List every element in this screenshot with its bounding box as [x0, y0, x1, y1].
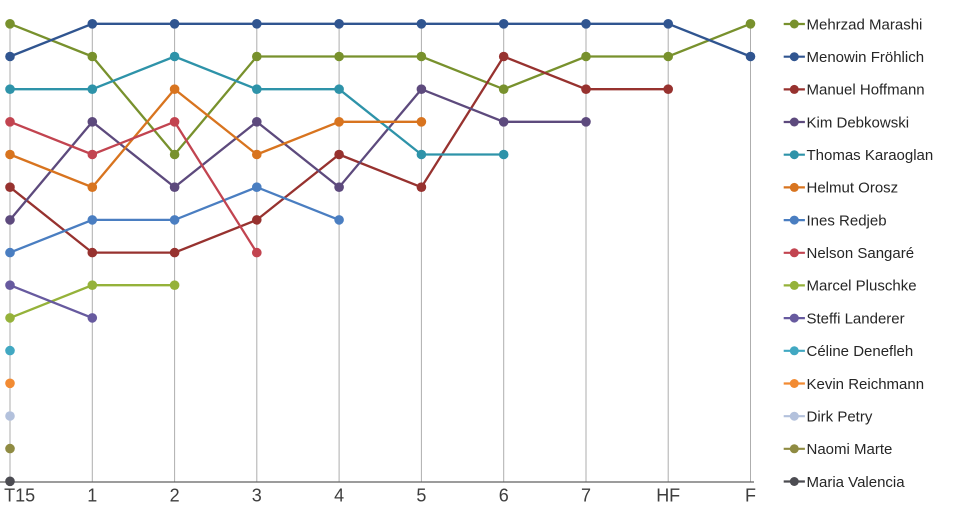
svg-text:HF: HF	[656, 486, 680, 506]
svg-text:1: 1	[87, 486, 97, 506]
svg-text:Mehrzad Marashi: Mehrzad Marashi	[807, 16, 923, 33]
svg-text:3: 3	[252, 486, 262, 506]
svg-text:7: 7	[581, 486, 591, 506]
svg-text:Nelson Sangaré: Nelson Sangaré	[807, 245, 915, 262]
svg-text:T15: T15	[4, 486, 35, 506]
svg-text:Kevin Reichmann: Kevin Reichmann	[807, 376, 925, 393]
svg-text:Ines Redjeb: Ines Redjeb	[807, 212, 887, 229]
svg-text:Helmut Orosz: Helmut Orosz	[807, 180, 899, 197]
svg-text:4: 4	[334, 486, 344, 506]
svg-text:6: 6	[499, 486, 509, 506]
svg-text:Menowin Fröhlich: Menowin Fröhlich	[807, 49, 925, 66]
svg-text:Kim Debkowski: Kim Debkowski	[807, 114, 910, 131]
svg-text:Manuel Hoffmann: Manuel Hoffmann	[807, 82, 925, 99]
svg-text:Dirk Petry: Dirk Petry	[807, 409, 873, 426]
svg-text:5: 5	[416, 486, 426, 506]
svg-text:Maria Valencia: Maria Valencia	[807, 474, 906, 491]
svg-text:F: F	[745, 486, 756, 506]
svg-text:Céline Denefleh: Céline Denefleh	[807, 343, 914, 360]
svg-text:Thomas Karaoglan: Thomas Karaoglan	[807, 147, 934, 164]
svg-text:2: 2	[170, 486, 180, 506]
svg-text:Naomi Marte: Naomi Marte	[807, 441, 893, 458]
svg-text:Marcel Pluschke: Marcel Pluschke	[807, 278, 917, 295]
svg-text:Steffi Landerer: Steffi Landerer	[807, 310, 905, 327]
